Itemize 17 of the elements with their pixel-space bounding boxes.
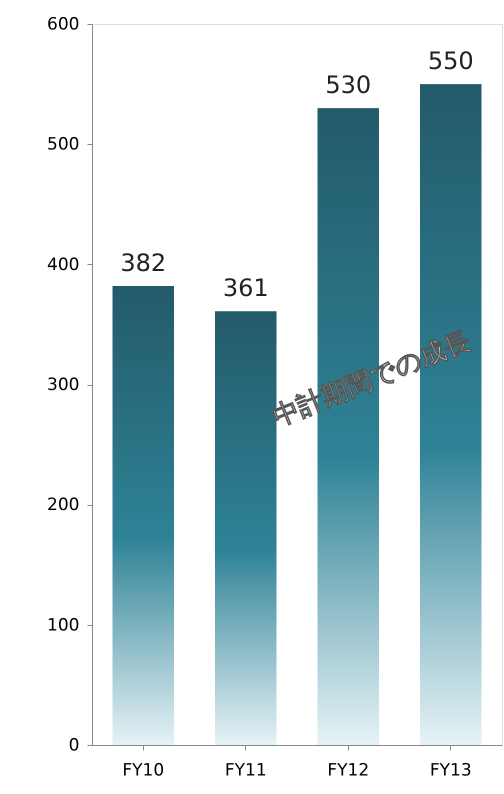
y-tick-label: 0 — [68, 736, 80, 756]
data-label: 530 — [325, 71, 372, 100]
y-tick-label: 100 — [47, 615, 80, 636]
x-tick-label: FY11 — [224, 760, 267, 780]
y-tick-label: 400 — [47, 254, 80, 275]
y-tick-label: 500 — [47, 134, 80, 155]
data-label: 550 — [428, 47, 474, 76]
y-tick-label: 300 — [47, 375, 80, 395]
bar — [112, 286, 174, 745]
data-label: 382 — [120, 248, 166, 277]
data-label: 361 — [222, 274, 269, 302]
annotation: 中計期間での成長 — [269, 326, 475, 432]
x-tick-label: FY12 — [327, 760, 370, 780]
x-tick-label: FY10 — [122, 760, 164, 780]
y-tick-label: 200 — [47, 495, 80, 516]
y-tick-label: 600 — [47, 14, 80, 34]
x-tick-label: FY13 — [430, 760, 472, 780]
